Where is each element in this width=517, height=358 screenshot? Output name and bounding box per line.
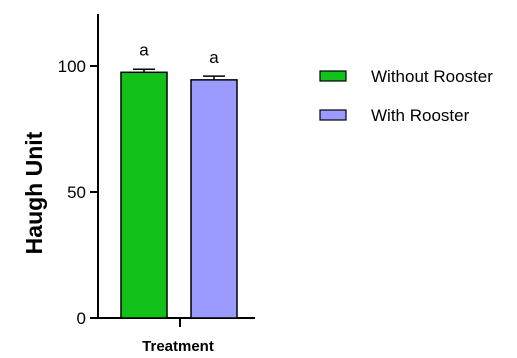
plot-area: 0 50 100 a a [58, 14, 255, 328]
legend-label-2: With Rooster [371, 106, 470, 125]
bar-2 [190, 79, 238, 319]
y-tick-label: 0 [77, 309, 86, 328]
bar-1 [120, 71, 168, 319]
significance-letter: a [139, 40, 149, 59]
legend: Without Rooster With Rooster [319, 67, 493, 125]
legend-label-1: Without Rooster [371, 67, 493, 86]
y-tick-label: 100 [58, 57, 86, 76]
legend-swatch-2 [319, 109, 347, 121]
x-axis-label: Treatment [142, 338, 214, 355]
y-axis-label: Haugh Unit [21, 131, 47, 254]
legend-swatch-1 [319, 70, 347, 82]
significance-letter: a [209, 48, 219, 67]
y-tick-label: 50 [67, 183, 86, 202]
